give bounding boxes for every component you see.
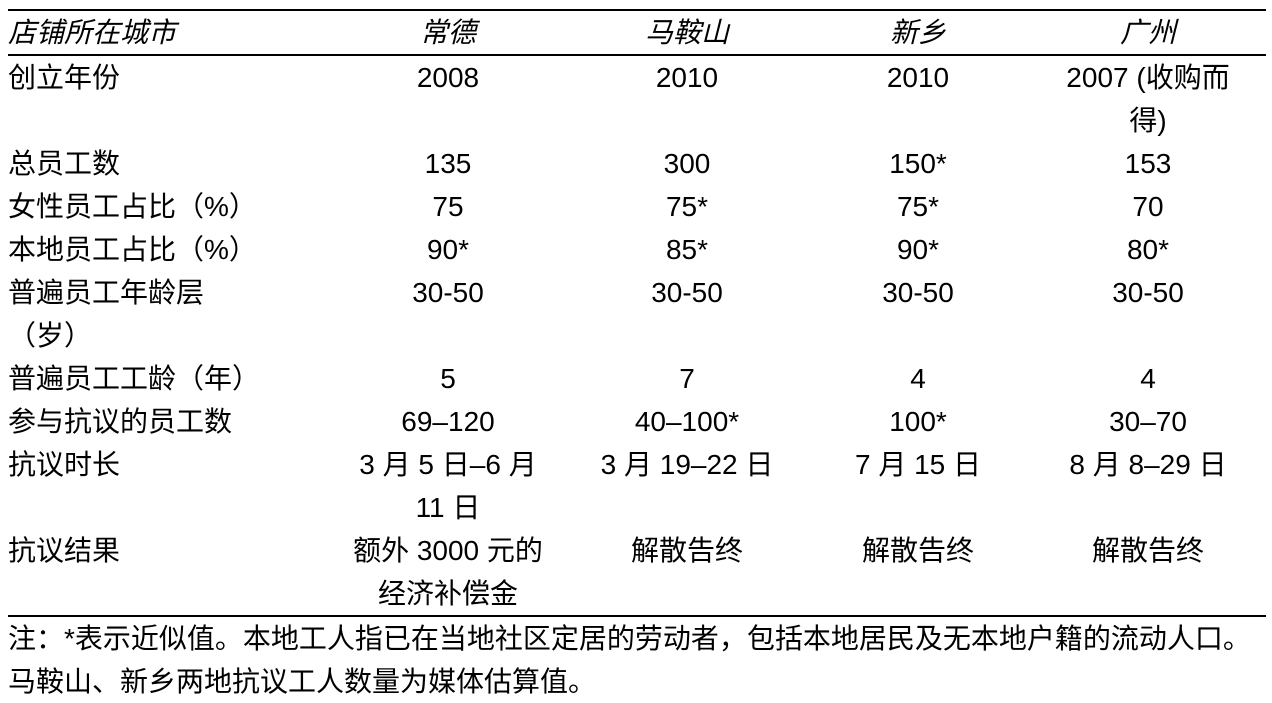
table-body: 创立年份 2008 2010 2010 2007 (收购而 得) 总员工数 135 300 15… — [8, 55, 1266, 616]
table-note: 注：*表示近似值。本地工人指已在当地社区定居的劳动者，包括本地居民及无本地户籍的… — [8, 623, 1251, 697]
cell: 70 — [1132, 191, 1164, 222]
cell: 30-50 — [882, 277, 954, 308]
table-row: 普遍员工年龄层 （岁） 30-50 30-50 30-50 30-50 — [8, 271, 1266, 357]
cell: 300 — [663, 148, 711, 179]
row-label: 抗议时长 — [8, 449, 121, 480]
cell: 69–120 — [401, 406, 495, 437]
column-header: 广州 — [1119, 17, 1176, 48]
row-label: 参与抗议的员工数 — [8, 406, 233, 437]
row-label: 总员工数 — [8, 148, 121, 179]
table-row: 女性员工占比（%） 75 75* 75* 70 — [8, 185, 1266, 228]
cell: 解散告终 — [630, 535, 743, 566]
cell: 30-50 — [1112, 277, 1184, 308]
table-row: 抗议时长 3 月 5 日–6 月 11 日 3 月 19–22 日 7 月 15 日 8… — [8, 443, 1266, 529]
cell: 135 — [424, 148, 472, 179]
cell: 40–100* — [634, 406, 740, 437]
column-header: 马鞍山 — [644, 17, 729, 48]
cell: 75* — [665, 191, 709, 222]
cell: 90* — [426, 234, 470, 265]
cell: 80* — [1126, 234, 1170, 265]
row-label: 创立年份 — [8, 62, 121, 93]
row-label: 女性员工占比（%） — [8, 191, 257, 222]
cell: 5 — [440, 363, 456, 394]
row-label: 普遍员工工龄（年） — [8, 363, 261, 394]
header-row: 店铺所在城市 常德 马鞍山 新乡 广州 — [8, 10, 1266, 55]
column-header: 常德 — [419, 17, 476, 48]
row-label: 本地员工占比（%） — [8, 234, 257, 265]
cell: 7 — [679, 363, 695, 394]
cell: 85* — [665, 234, 709, 265]
row-label: 抗议结果 — [8, 535, 121, 566]
column-header: 新乡 — [889, 17, 946, 48]
cell: 4 — [1140, 363, 1156, 394]
cell: 153 — [1124, 148, 1172, 179]
cell: 额外 3000 元的 经济补偿金 — [353, 535, 543, 609]
cell: 7 月 15 日 — [854, 449, 982, 480]
table-row: 普遍员工工龄（年） 5 7 4 4 — [8, 357, 1266, 400]
cell: 3 月 19–22 日 — [600, 449, 774, 480]
corner-header-label: 店铺所在城市 — [8, 17, 177, 48]
cell: 4 — [910, 363, 926, 394]
cell: 2010 — [655, 62, 719, 93]
table-row: 参与抗议的员工数 69–120 40–100* 100* 30–70 — [8, 400, 1266, 443]
cell: 2007 (收购而 得) — [1066, 62, 1230, 136]
cell: 3 月 5 日–6 月 11 日 — [359, 449, 537, 523]
table-row: 本地员工占比（%） 90* 85* 90* 80* — [8, 228, 1266, 271]
cell: 解散告终 — [1091, 535, 1204, 566]
cell: 75 — [432, 191, 464, 222]
row-label: 普遍员工年龄层 （岁） — [8, 277, 205, 351]
cell: 75* — [896, 191, 940, 222]
cell: 30–70 — [1109, 406, 1187, 437]
cell: 30-50 — [412, 277, 484, 308]
cell: 100* — [889, 406, 947, 437]
cell: 30-50 — [651, 277, 723, 308]
table-row: 创立年份 2008 2010 2010 2007 (收购而 得) — [8, 55, 1266, 142]
table-row: 总员工数 135 300 150* 153 — [8, 142, 1266, 185]
cell: 150* — [889, 148, 947, 179]
cell: 解散告终 — [861, 535, 974, 566]
cell: 8 月 8–29 日 — [1069, 449, 1227, 480]
cell: 2008 — [416, 62, 480, 93]
store-cities-table: 店铺所在城市 常德 马鞍山 新乡 广州 创立年份 2008 2010 2010 2007 (收购… — [8, 9, 1266, 617]
cell: 90* — [896, 234, 940, 265]
table-row: 抗议结果 额外 3000 元的 经济补偿金 解散告终 解散告终 解散告终 — [8, 529, 1266, 616]
cell: 2010 — [886, 62, 950, 93]
